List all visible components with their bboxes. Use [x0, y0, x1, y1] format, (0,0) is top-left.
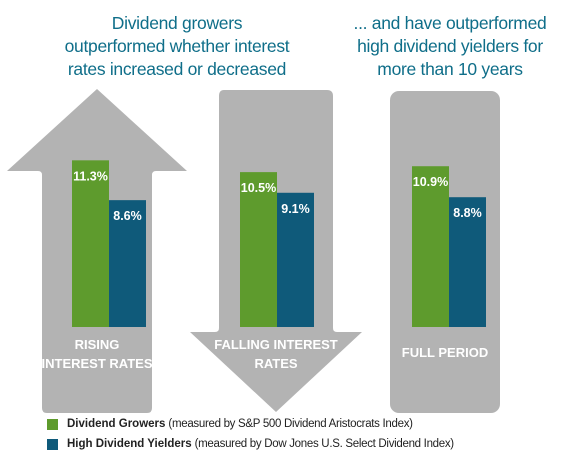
legend-item-yielders: High Dividend Yielders (measured by Dow … [47, 434, 454, 454]
legend-swatch-growers [47, 418, 58, 430]
headline-right-line-1: ... and have outperformed [353, 13, 547, 33]
legend-name-yielders: High Dividend Yielders [67, 438, 192, 450]
legend-swatch-yielders [47, 438, 58, 450]
bar-label-growers-3: 10.9% [413, 175, 448, 189]
bar-growers-2 [240, 172, 277, 327]
headline-right-line-2: high dividend yielders for [357, 36, 543, 56]
category-label-1-line-2: INTEREST RATES [42, 356, 153, 371]
headline-left-line-1: Dividend growers [111, 13, 243, 33]
headline-left: Dividend growers outperformed whether in… [52, 12, 302, 81]
category-label-2-line-2: RATES [254, 356, 297, 371]
bar-label-yielders-1: 8.6% [113, 209, 142, 223]
headline-right-line-3: more than 10 years [377, 59, 523, 79]
legend-note-growers: (measured by S&P 500 Dividend Aristocrat… [168, 418, 413, 430]
headline-left-line-3: rates increased or decreased [67, 59, 287, 79]
bar-label-yielders-2: 9.1% [281, 202, 310, 216]
bar-label-yielders-3: 8.8% [453, 206, 482, 220]
bar-yielders-2 [277, 192, 314, 327]
legend-note-yielders: (measured by Dow Jones U.S. Select Divid… [194, 438, 455, 450]
legend: Dividend Growers (measured by S&P 500 Di… [47, 414, 454, 454]
bar-growers-3 [412, 166, 449, 327]
bar-label-growers-2: 10.5% [241, 181, 276, 195]
headline-right: ... and have outperformed high dividend … [340, 12, 560, 81]
legend-name-growers: Dividend Growers [67, 418, 166, 430]
category-label-1-line-1: RISING [75, 337, 120, 352]
category-label-3-line-1: FULL PERIOD [402, 345, 488, 360]
headline-left-line-2: outperformed whether interest [64, 36, 290, 56]
bar-yielders-1 [109, 200, 146, 327]
category-label-2-line-1: FALLING INTEREST [214, 337, 338, 352]
bar-label-growers-1: 11.3% [73, 169, 108, 183]
bar-growers-1 [72, 160, 109, 327]
bar-yielders-3 [449, 197, 486, 327]
legend-item-growers: Dividend Growers (measured by S&P 500 Di… [47, 414, 454, 434]
